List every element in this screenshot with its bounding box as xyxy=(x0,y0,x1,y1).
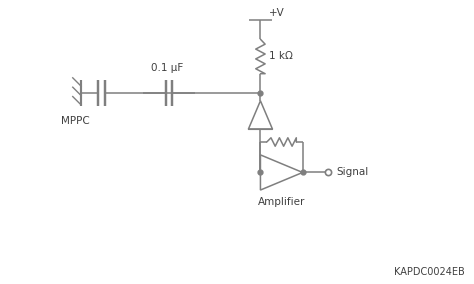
Text: Amplifier: Amplifier xyxy=(258,197,305,207)
Text: MPPC: MPPC xyxy=(61,116,90,126)
Text: 1 kΩ: 1 kΩ xyxy=(269,51,293,61)
Text: Signal: Signal xyxy=(337,168,369,178)
Text: 0.1 μF: 0.1 μF xyxy=(151,63,183,73)
Text: KAPDC0024EB: KAPDC0024EB xyxy=(393,267,465,277)
Text: +V: +V xyxy=(269,8,284,18)
